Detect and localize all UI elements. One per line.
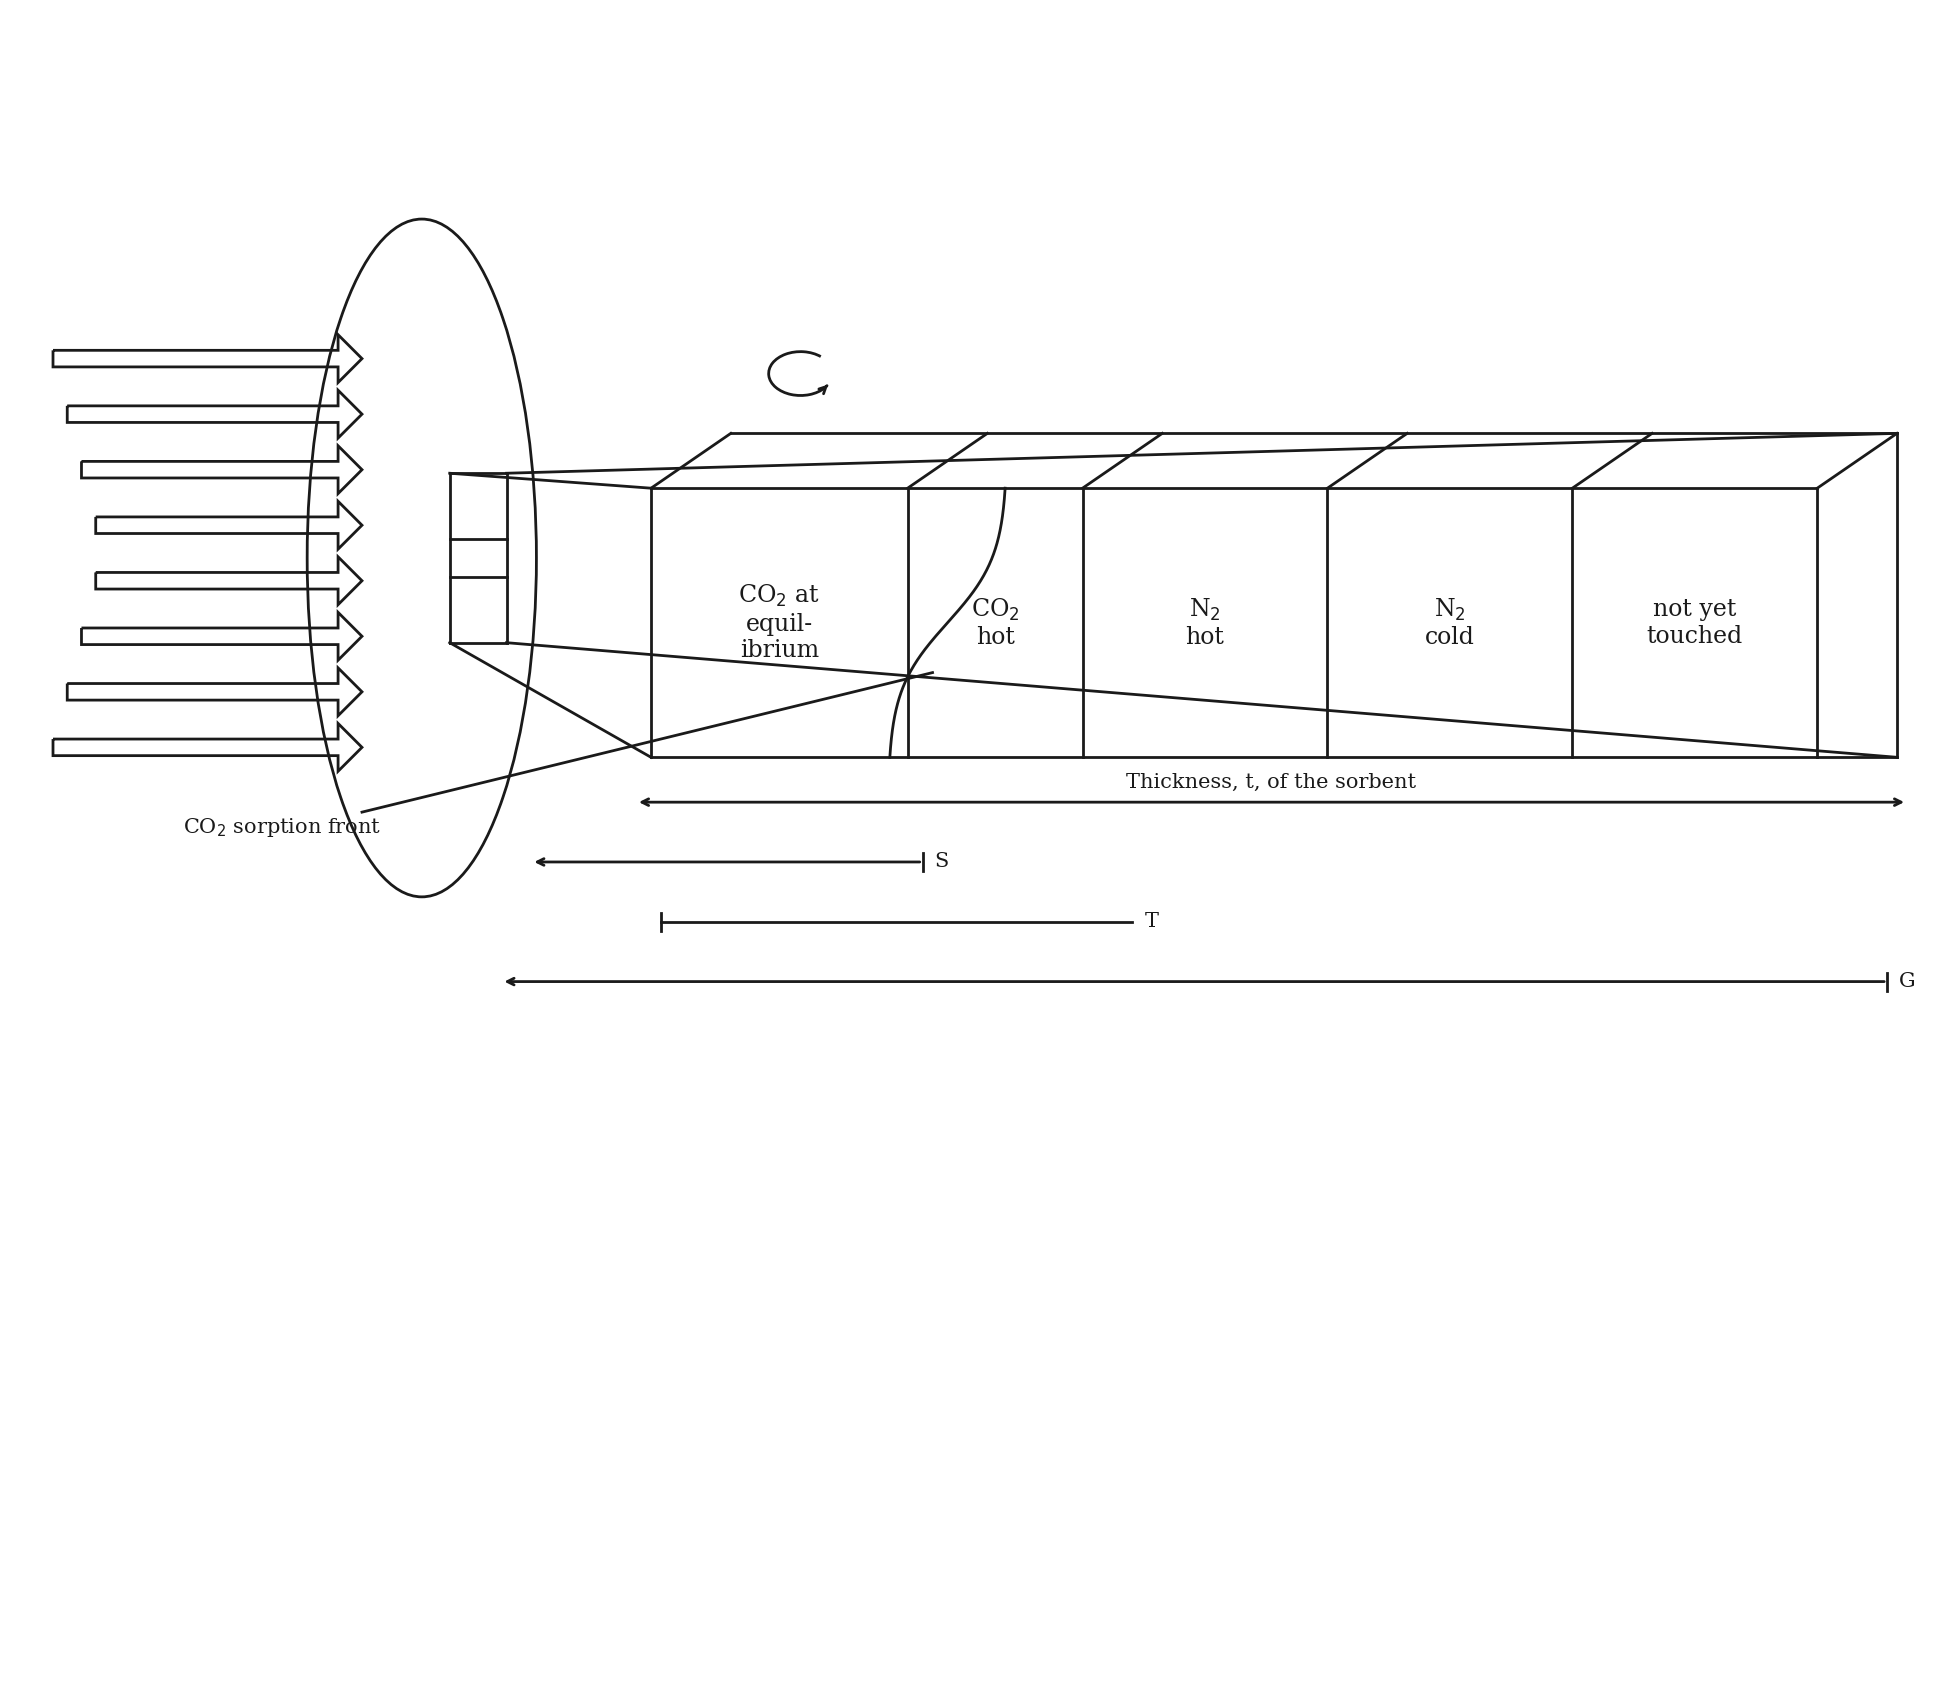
Text: N$_2$
cold: N$_2$ cold	[1424, 596, 1475, 649]
Text: N$_2$
hot: N$_2$ hot	[1185, 596, 1224, 649]
Text: S: S	[934, 852, 950, 872]
Text: G: G	[1899, 971, 1915, 992]
Text: not yet
touched: not yet touched	[1646, 597, 1744, 647]
Text: CO$_2$ sorption front: CO$_2$ sorption front	[183, 816, 381, 838]
Text: T: T	[1144, 912, 1158, 932]
Text: CO$_2$ at
equil-
ibrium: CO$_2$ at equil- ibrium	[738, 584, 819, 662]
Text: CO$_2$
hot: CO$_2$ hot	[971, 596, 1020, 649]
Text: Thickness, t, of the sorbent: Thickness, t, of the sorbent	[1127, 773, 1417, 792]
